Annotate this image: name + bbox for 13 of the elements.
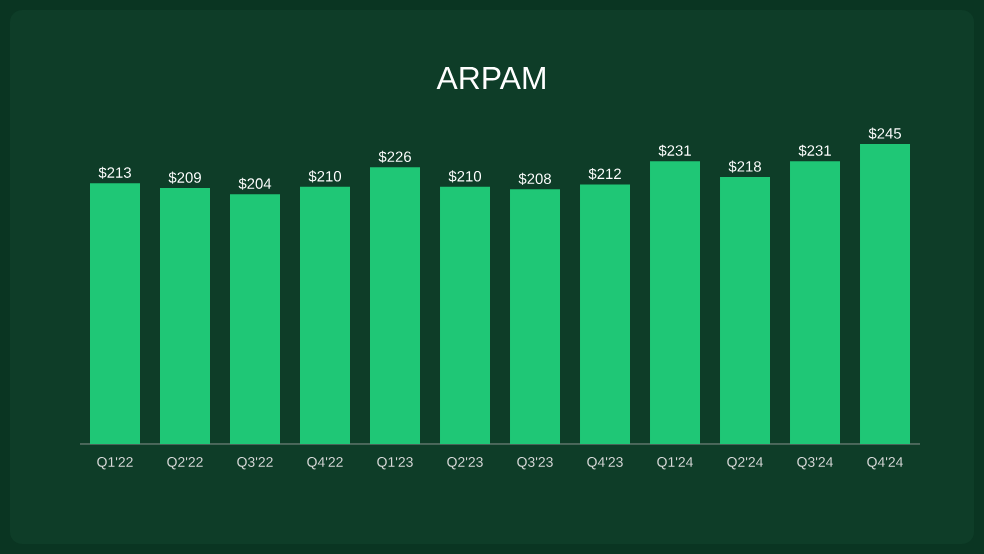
bar [370, 167, 421, 444]
bar [160, 188, 210, 444]
bar [440, 186, 491, 444]
bar [650, 161, 701, 444]
bar [580, 184, 631, 444]
bar [230, 194, 280, 444]
bar [300, 186, 350, 444]
chart-title: ARPAM [436, 67, 545, 89]
bar [790, 161, 841, 444]
bar [860, 144, 911, 444]
bar [90, 183, 140, 444]
bar [720, 177, 771, 444]
bar [510, 189, 561, 444]
